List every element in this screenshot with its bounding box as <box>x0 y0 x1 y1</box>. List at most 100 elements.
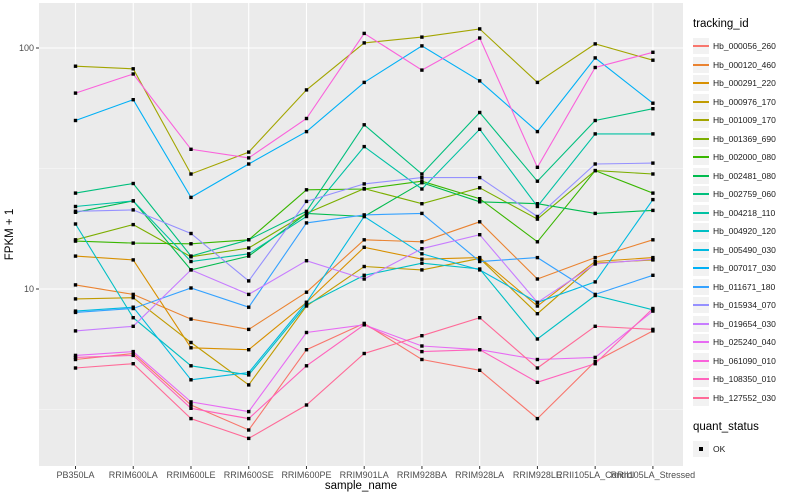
data-point <box>535 312 540 316</box>
legend-item-label: OK <box>713 444 726 455</box>
legend-line-icon <box>693 304 709 307</box>
x-tick-label: PB350LA <box>56 470 94 480</box>
legend-line-icon <box>693 119 709 122</box>
data-point <box>73 353 78 358</box>
data-point <box>304 211 309 216</box>
legend-key-swatch <box>693 389 709 406</box>
legend-item-label: Hb_001369_690 <box>713 133 776 144</box>
data-point <box>651 172 655 176</box>
data-point <box>478 316 482 320</box>
data-point <box>420 35 424 39</box>
x-axis-title: sample_name <box>325 480 397 492</box>
data-point <box>247 279 251 283</box>
x-tick-label: RRIM928LE <box>513 470 562 480</box>
data-point <box>131 67 135 71</box>
data-point <box>651 101 655 105</box>
data-point <box>478 110 482 115</box>
data-point <box>478 268 482 272</box>
data-point <box>131 324 135 328</box>
data-point <box>189 403 193 407</box>
data-point <box>651 191 655 195</box>
legend: tracking_id Hb_000056_260 Hb_000120_460 Hb… <box>693 18 799 459</box>
data-point <box>73 209 78 213</box>
data-point <box>651 58 655 62</box>
legend-item-label: Hb_005490_030 <box>713 244 776 255</box>
data-point <box>651 50 655 54</box>
data-point <box>304 88 309 92</box>
data-point <box>189 364 193 368</box>
data-point <box>593 292 597 297</box>
legend-item-Hb_000291_220: Hb_000291_220 <box>693 74 799 93</box>
data-point <box>593 280 597 284</box>
data-point <box>247 348 251 352</box>
data-point <box>189 286 193 290</box>
data-point <box>535 300 540 305</box>
data-point <box>478 186 482 190</box>
legend-key-swatch <box>693 260 709 277</box>
data-point <box>131 292 135 297</box>
data-point <box>362 144 366 149</box>
data-point <box>535 129 540 134</box>
data-point <box>420 172 424 176</box>
data-point <box>420 211 424 216</box>
data-point <box>362 323 366 327</box>
black-square-point-icon <box>699 447 703 452</box>
data-point <box>478 348 482 352</box>
data-point <box>73 254 78 258</box>
data-point <box>420 349 424 354</box>
data-point <box>362 273 366 277</box>
legend-item-label: Hb_025240_040 <box>713 337 776 348</box>
x-tick-label: RRIM901LA <box>340 470 389 480</box>
data-point <box>420 240 424 244</box>
data-point <box>535 204 540 209</box>
data-point <box>304 116 309 121</box>
legend-title-tracking-id: tracking_id <box>693 18 749 30</box>
data-point <box>535 217 540 221</box>
data-point <box>189 231 193 236</box>
data-point <box>189 254 193 258</box>
data-point <box>593 324 597 328</box>
data-point <box>362 182 366 186</box>
data-point <box>189 242 193 246</box>
data-point <box>247 409 251 414</box>
legend-line-icon <box>693 267 709 270</box>
legend-line-icon <box>693 378 709 381</box>
data-point <box>189 317 193 321</box>
panel-background <box>39 3 683 466</box>
data-point <box>362 80 366 85</box>
data-point <box>420 257 424 261</box>
legend-line-icon <box>693 63 709 66</box>
legend-item-Hb_005490_030: Hb_005490_030 <box>693 241 799 260</box>
legend-key-swatch <box>693 241 709 258</box>
data-point <box>478 368 482 372</box>
x-tick-label: RRIM600SE <box>224 470 274 480</box>
data-point <box>362 238 366 242</box>
legend-key-swatch <box>693 334 709 351</box>
legend-item-Hb_004920_120: Hb_004920_120 <box>693 222 799 241</box>
legend-item-label: Hb_015934_070 <box>713 300 776 311</box>
data-point <box>535 240 540 244</box>
data-point <box>189 340 193 345</box>
data-point <box>131 362 135 366</box>
data-point <box>535 357 540 362</box>
data-point <box>189 346 193 350</box>
data-point <box>535 304 540 308</box>
data-point <box>478 27 482 31</box>
legend-key-swatch <box>693 130 709 147</box>
data-point <box>651 107 655 111</box>
x-tick-label: RRIM928LA <box>455 470 504 480</box>
data-point <box>73 355 78 360</box>
data-point <box>131 349 135 354</box>
legend-item-Hb_127552_030: Hb_127552_030 <box>693 389 799 408</box>
data-point <box>131 296 135 300</box>
legend-item-label: Hb_000056_260 <box>713 41 776 52</box>
data-point <box>304 364 309 368</box>
legend-key-swatch <box>693 352 709 369</box>
data-point <box>247 370 251 375</box>
legend-key-swatch <box>693 56 709 73</box>
legend-line-icon <box>693 322 709 325</box>
data-point <box>304 348 309 352</box>
data-point <box>131 353 135 358</box>
legend-line-icon <box>693 230 709 233</box>
x-tick-label: RRIM600PE <box>281 470 331 480</box>
